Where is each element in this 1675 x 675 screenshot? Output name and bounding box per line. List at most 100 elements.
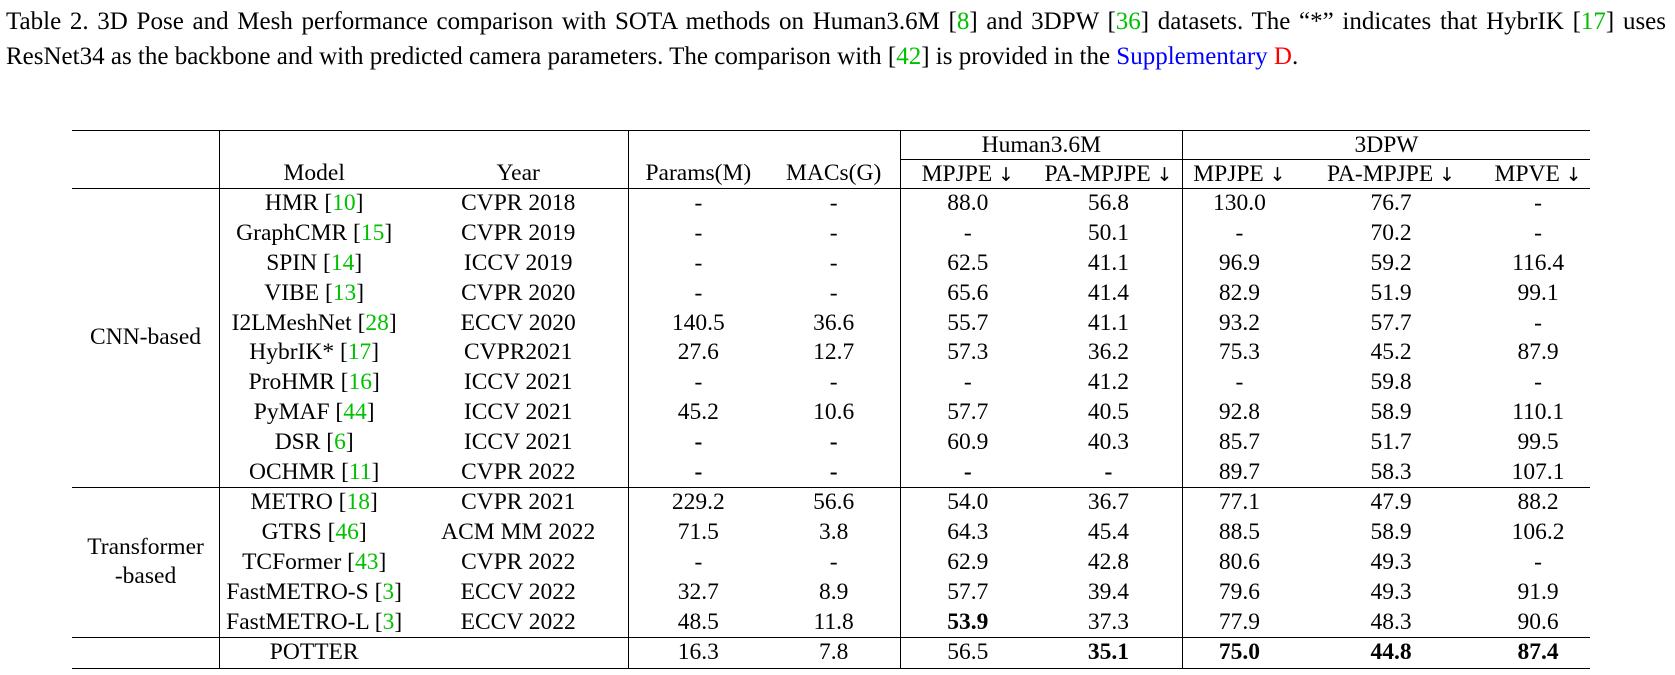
model-name: METRO [18]	[219, 486, 409, 518]
h36m-pa-mpjpe-value: -	[1104, 458, 1113, 485]
3dpw-mpve-value: 88.2	[1486, 486, 1590, 518]
comparison-table: Human3.6M 3DPW Model Year Params(M) MACs…	[72, 130, 1590, 669]
citation-link[interactable]: 11	[348, 458, 372, 485]
citation-link[interactable]: 8	[956, 8, 970, 35]
3dpw-mpjpe-value: 79.6	[1181, 577, 1296, 608]
citation-link[interactable]: 17	[1580, 8, 1606, 35]
3dpw-pa-mpjpe-value: 58.9	[1370, 398, 1412, 425]
citation-link[interactable]: 10	[332, 190, 356, 217]
table-row: Transformer -based METRO [18] CVPR 2021 229.…	[72, 486, 1590, 638]
params-value: -	[628, 278, 768, 309]
caption-text: ] datasets. The “*” indicates that HybrI…	[1140, 8, 1581, 35]
3dpw-pa-mpjpe-value: 58.9	[1370, 519, 1412, 546]
citation-link[interactable]: 15	[360, 220, 385, 247]
macs-value: 8.9	[818, 578, 849, 605]
params-value: 27.6	[628, 337, 768, 368]
table-caption: Table 2. 3D Pose and Mesh performance co…	[6, 4, 1666, 74]
header-h36m-pa-mpjpe: PA-MPJPE ↓	[1034, 159, 1183, 189]
header-h36m-mpjpe: MPJPE ↓	[899, 159, 1035, 189]
h36m-pa-mpjpe-value: 56.8	[1034, 187, 1183, 219]
supplementary-link[interactable]: Supplementary	[1116, 43, 1268, 70]
citation-link[interactable]: 18	[346, 489, 371, 516]
3dpw-mpve-value: 99.5	[1517, 428, 1559, 455]
down-arrow-icon: ↓	[1156, 163, 1173, 186]
citation-link[interactable]: 6	[334, 428, 346, 455]
citation-link[interactable]: 3	[382, 608, 395, 635]
citation-link[interactable]: 3	[382, 578, 395, 605]
model-name: I2LMeshNet [28]	[219, 308, 409, 338]
3dpw-pa-mpjpe-value: 59.8	[1370, 369, 1412, 396]
supplementary-section-link[interactable]: D	[1273, 43, 1292, 70]
3dpw-pa-mpjpe-value: 70.2	[1370, 220, 1412, 247]
3dpw-mpve-value: -	[1534, 220, 1542, 247]
3dpw-mpjpe-value: 80.6	[1181, 547, 1296, 578]
h36m-mpjpe-value: -	[899, 218, 1035, 249]
macs-value: -	[829, 220, 838, 247]
citation-link[interactable]: 42	[896, 43, 922, 70]
h36m-mpjpe-value: 64.3	[899, 517, 1035, 548]
column-header-row: Model Year Params(M) MACs(G) MPJPE ↓ PA-…	[72, 159, 1590, 189]
3dpw-mpve-value: 87.4	[1486, 636, 1590, 669]
citation-link[interactable]: 14	[330, 249, 355, 276]
year-value: ECCV 2022	[460, 608, 576, 635]
h36m-mpjpe-value: 57.7	[899, 577, 1035, 608]
3dpw-mpjpe-value: 85.7	[1181, 427, 1296, 458]
citation-link[interactable]: 17	[347, 339, 372, 366]
3dpw-mpjpe-value: -	[1181, 367, 1296, 398]
3dpw-mpve-value: 87.9	[1517, 339, 1559, 366]
params-value: 48.5	[628, 607, 768, 638]
h36m-pa-mpjpe-value: 42.8	[1087, 548, 1130, 575]
params-value: -	[628, 218, 768, 249]
citation-link[interactable]: 36	[1115, 8, 1141, 35]
table-row: GraphCMR [15] CVPR 2019 - - - 50.1 - 70.2 -	[72, 218, 1590, 249]
citation-link[interactable]: 44	[343, 398, 367, 425]
table-row: TCFormer [43] CVPR 2022 - - 62.9 42.8 80.6 49.3…	[72, 547, 1590, 578]
table-row-potter: POTTER 16.3 7.8 56.5 35.1 75.0 44.8 87.4	[72, 636, 1590, 669]
year-value: ECCV 2022	[460, 578, 576, 605]
h36m-mpjpe-value: 55.7	[899, 308, 1035, 338]
citation-link[interactable]: 43	[354, 548, 379, 575]
h36m-pa-mpjpe-value: 36.7	[1034, 486, 1183, 518]
3dpw-mpve-value: -	[1534, 548, 1542, 575]
h36m-pa-mpjpe-value: 41.1	[1087, 249, 1130, 276]
params-value: 45.2	[628, 397, 768, 428]
macs-value: -	[829, 249, 838, 276]
model-name: PyMAF [44]	[219, 397, 409, 428]
3dpw-pa-mpjpe-value: 49.3	[1370, 548, 1412, 575]
3dpw-mpve-value: -	[1534, 369, 1542, 396]
3dpw-pa-mpjpe-value: 59.2	[1370, 249, 1412, 276]
down-arrow-icon: ↓	[1439, 163, 1456, 186]
citation-link[interactable]: 13	[332, 279, 357, 306]
caption-text: Table 2. 3D Pose and Mesh performance co…	[6, 8, 957, 35]
header-year: Year	[408, 159, 629, 189]
macs-value: -	[829, 548, 838, 575]
citation-link[interactable]: 28	[365, 309, 389, 336]
year-value: CVPR 2022	[461, 458, 576, 485]
params-value: 16.3	[628, 636, 768, 669]
h36m-pa-mpjpe-value: 41.1	[1087, 309, 1130, 336]
h36m-mpjpe-value: 62.5	[899, 248, 1035, 279]
citation-link[interactable]: 46	[335, 519, 359, 546]
params-value: -	[628, 248, 768, 279]
down-arrow-icon: ↓	[1565, 163, 1582, 186]
year-value: CVPR 2019	[461, 220, 576, 247]
h36m-pa-mpjpe-value: 35.1	[1034, 636, 1183, 669]
model-name: DSR [6]	[219, 427, 409, 458]
model-name: GraphCMR [15]	[219, 218, 409, 249]
3dpw-mpve-value: 91.9	[1517, 578, 1559, 605]
model-name: FastMETRO-L [3]	[219, 607, 409, 638]
h36m-pa-mpjpe-value: 37.3	[1087, 608, 1130, 635]
h36m-mpjpe-value: 88.0	[899, 187, 1035, 219]
3dpw-mpve-value: -	[1486, 187, 1590, 219]
year-value: CVPR 2021	[408, 486, 629, 518]
model-name: HybrIK* [17]	[219, 337, 409, 368]
year-value: ICCV 2021	[463, 369, 573, 396]
h36m-mpjpe-value: 54.0	[899, 486, 1035, 518]
citation-link[interactable]: 16	[348, 369, 372, 396]
3dpw-mpjpe-value: 75.3	[1181, 337, 1296, 368]
table-row: PyMAF [44] ICCV 2021 45.2 10.6 57.7 40.5 92.8 5…	[72, 397, 1590, 428]
header-model: Model	[219, 159, 409, 189]
h36m-mpjpe-value: 53.9	[899, 607, 1035, 638]
model-name: OCHMR [11]	[219, 457, 409, 488]
3dpw-mpjpe-value: 93.2	[1181, 308, 1296, 338]
